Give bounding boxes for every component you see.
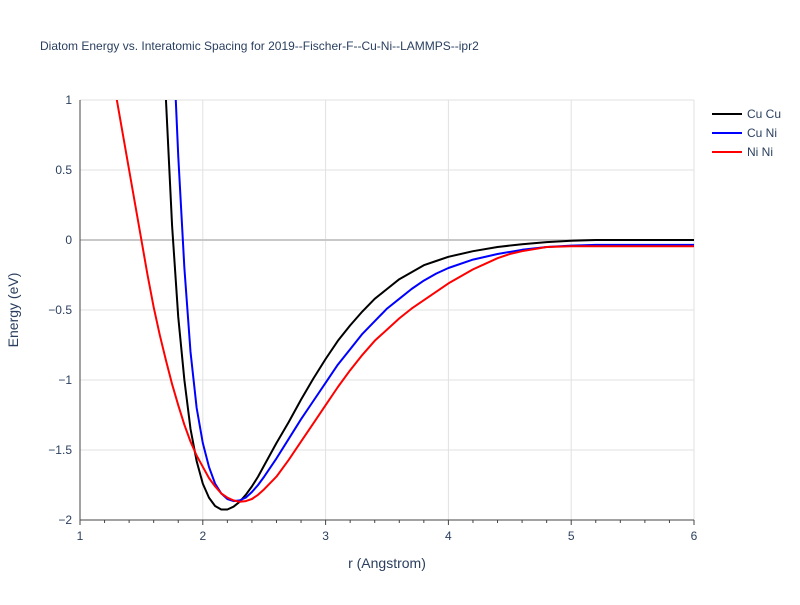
legend-label: Ni Ni — [747, 145, 773, 159]
x-tick-label: 6 — [691, 529, 698, 543]
series-line-ni-ni — [115, 100, 694, 503]
axes-layer: 1 2 3 4 5 6 −2 −1.5 −1 −0.5 0 0.5 1 — [48, 93, 697, 543]
y-tick-label: 0.5 — [55, 163, 72, 177]
x-axis-label: r (Angstrom) — [348, 555, 426, 571]
x-tick-label: 3 — [322, 529, 329, 543]
series-line-cu-ni — [174, 100, 694, 503]
x-tick-label: 5 — [568, 529, 575, 543]
x-tick-label: 4 — [445, 529, 452, 543]
y-tick-label: −2 — [58, 513, 72, 527]
x-tick-label: 1 — [77, 529, 84, 543]
legend-label: Cu Ni — [747, 126, 777, 140]
legend-item-cu-ni[interactable]: Cu Ni — [712, 126, 777, 140]
legend[interactable]: Cu Cu Cu Ni Ni Ni — [712, 107, 781, 159]
legend-item-cu-cu[interactable]: Cu Cu — [712, 107, 781, 121]
series-layer — [115, 100, 694, 511]
series-line-cu-cu — [164, 100, 694, 511]
chart-title: Diatom Energy vs. Interatomic Spacing fo… — [40, 39, 479, 53]
y-tick-label: 1 — [65, 93, 72, 107]
y-axis-label: Energy (eV) — [5, 273, 21, 348]
y-tick-label: 0 — [65, 233, 72, 247]
x-tick-label: 2 — [199, 529, 206, 543]
y-tick-label: −1 — [58, 373, 72, 387]
legend-item-ni-ni[interactable]: Ni Ni — [712, 145, 773, 159]
legend-label: Cu Cu — [747, 107, 781, 121]
y-tick-label: −0.5 — [48, 303, 72, 317]
y-tick-label: −1.5 — [48, 443, 72, 457]
